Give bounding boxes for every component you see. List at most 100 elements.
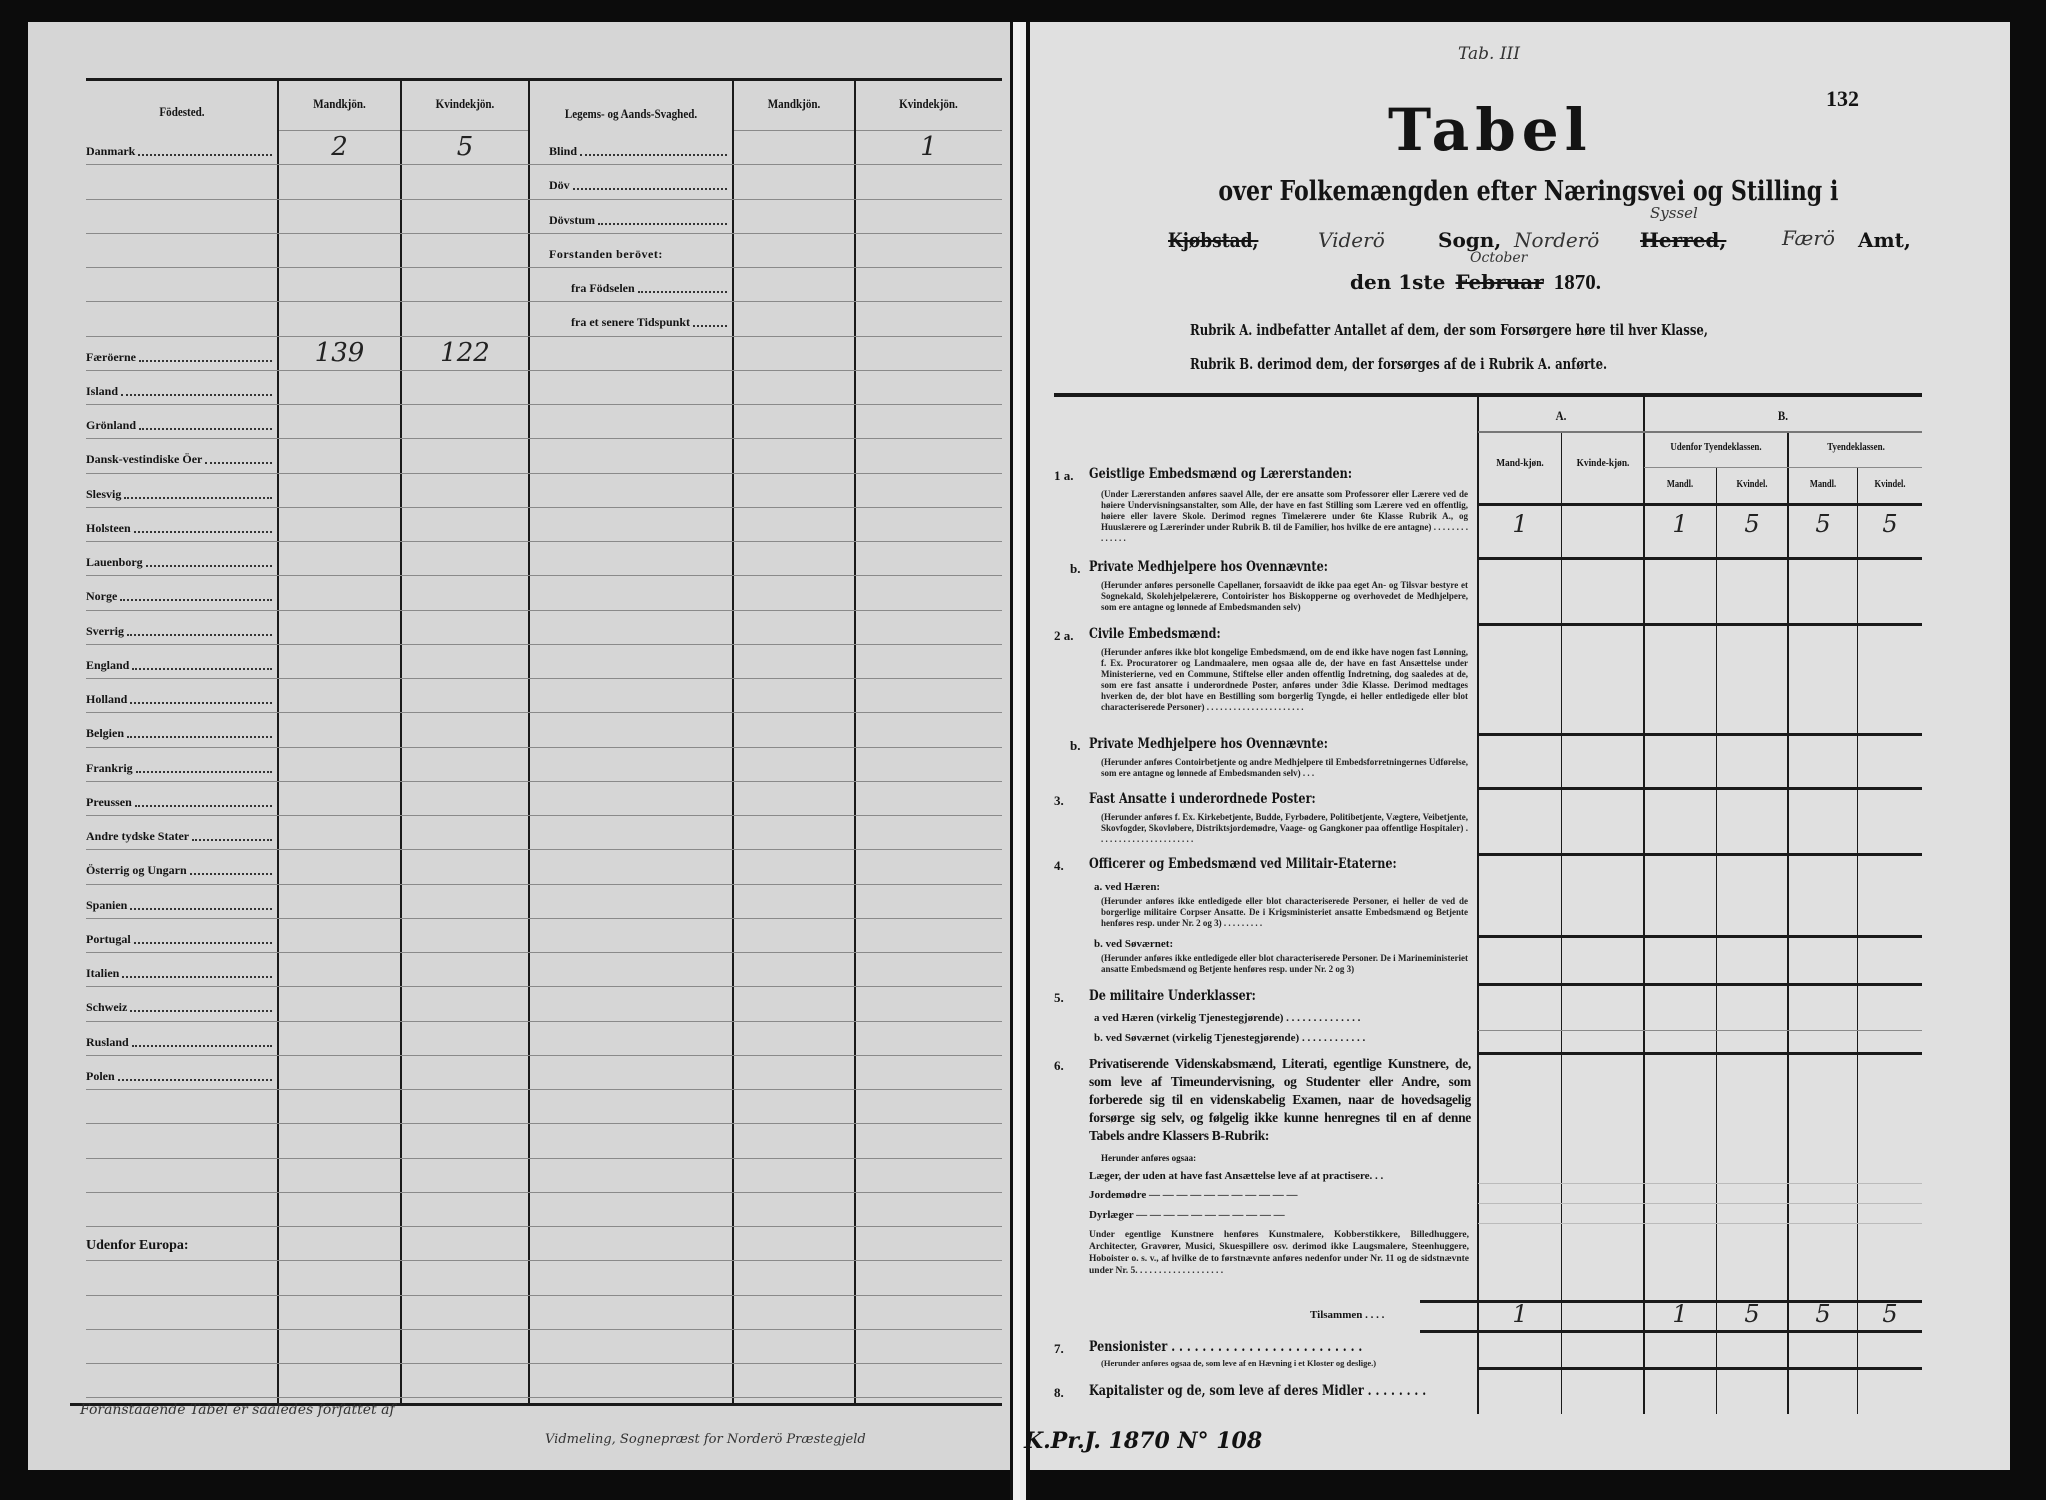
infirmity-name: Dövstum <box>549 212 596 227</box>
birthplace-label: England <box>86 658 274 673</box>
row-rule <box>86 472 1002 474</box>
female-count: 122 <box>440 337 490 368</box>
region-heading: Udenfor Europa: <box>86 1238 189 1253</box>
header-mandl: Mandl. <box>1666 479 1694 490</box>
birthplace-label: Rusland <box>86 1035 274 1050</box>
row-number: b. <box>1070 561 1081 576</box>
tab-mark: Tab. III <box>1458 44 1520 64</box>
table-bottom-rule <box>70 1403 1002 1406</box>
amt-label: Amt, <box>1858 228 1911 252</box>
page-subtitle: over Folkemængden efter Næringsvei og St… <box>1218 176 1839 207</box>
row-desc-civil-officials: (Herunder anføres ikke blot kongelige Em… <box>1101 647 1468 712</box>
birthplace-name: Norge <box>86 589 118 604</box>
book-gutter <box>1010 22 1030 1500</box>
column-divider <box>1643 396 1645 1414</box>
infirmity-heading: Forstanden berövet: <box>549 246 663 261</box>
birthplace-label: Österrig og Ungarn <box>86 863 274 878</box>
dot-leader <box>192 839 272 841</box>
birthplace-label: Andre tydske Stater <box>86 829 274 844</box>
row-rule <box>86 1157 1002 1159</box>
header-kvindel: Kvindel. <box>1874 479 1906 490</box>
kjobstad-struck: Kjøbstad, <box>1168 228 1259 252</box>
birthplace-name: Preussen <box>86 794 132 809</box>
total-label: Tilsammen . . . . <box>1310 1309 1385 1321</box>
syssel-handwritten: Syssel <box>1650 204 1698 222</box>
birthplace-label: Italien <box>86 966 274 981</box>
total-top-rule <box>1420 1300 1922 1303</box>
birthplace-name: Österrig og Ungarn <box>86 863 187 878</box>
dot-leader <box>189 873 272 876</box>
cell-value: 1 <box>1512 510 1528 538</box>
februar-struck: Februar <box>1455 270 1544 294</box>
birthplace-name: Færöerne <box>86 349 136 364</box>
row-rule <box>86 267 1002 268</box>
row-rule <box>86 164 1002 166</box>
row-rule <box>86 438 1002 440</box>
female-count: 5 <box>456 132 474 162</box>
birthplace-label: Lauenborg <box>86 555 274 570</box>
infirmity-name: Blind <box>549 144 578 158</box>
birthplace-name: Schweiz <box>86 1000 128 1015</box>
sogn-label: Sogn, <box>1438 228 1502 252</box>
cell-value: 1 <box>1672 510 1688 538</box>
row-number: 6. <box>1054 1058 1064 1073</box>
birthplace-label: Grönland <box>86 418 274 433</box>
dot-leader <box>693 325 727 328</box>
dot-leader <box>598 222 727 225</box>
birthplace-name: Slesvig <box>86 486 122 501</box>
row-rule <box>86 1363 1002 1364</box>
row-desc-pensioners: (Herunder anføres ogsaa de, som leve af … <box>1101 1358 1377 1368</box>
row-rule <box>1478 1223 1922 1224</box>
page-title: Tabel <box>1388 96 1593 164</box>
table-top-rule <box>86 78 1002 81</box>
header-female-infirm: Kvindekjön. <box>899 96 958 111</box>
row-rule <box>86 849 1002 851</box>
birthplace-name: England <box>86 657 130 672</box>
row-rule <box>86 917 1002 919</box>
dot-leader <box>572 188 727 191</box>
dot-leader <box>133 530 272 533</box>
row-rule <box>86 335 1002 337</box>
birthplace-label: Island <box>86 384 274 399</box>
row-title-subordinate-posts: Fast Ansatte i underordnede Poster: <box>1089 791 1316 807</box>
header-male: Mandkjön. <box>313 96 366 111</box>
cell-value: 5 <box>1815 510 1831 538</box>
header-b-servants: Tyendeklassen. <box>1827 442 1885 453</box>
date-line: den 1ste Februar 1870. <box>1350 270 1601 295</box>
dot-leader <box>134 804 272 807</box>
column-divider <box>1857 467 1858 1414</box>
row-rule <box>1478 557 1922 560</box>
birthplace-label: Færöerne <box>86 350 274 365</box>
header-b: B. <box>1777 408 1789 423</box>
row-title-pensioners: Pensionister . . . . . . . . . . . . . .… <box>1089 1339 1363 1355</box>
column-divider <box>1716 467 1717 1414</box>
row-rule <box>86 1054 1002 1056</box>
header-mandl: Mandl. <box>1809 479 1837 490</box>
row-rule <box>86 952 1002 953</box>
birthplace-label: Holland <box>86 692 274 707</box>
birthplace-label: Slesvig <box>86 487 274 502</box>
row-rule <box>86 609 1002 611</box>
column-divider <box>732 80 734 1404</box>
header-kvindel: Kvindel. <box>1736 479 1768 490</box>
dot-leader <box>133 941 272 944</box>
dot-leader <box>130 1010 272 1013</box>
row-title-private-assistants: Private Medhjelpere hos Ovennævnte: <box>1089 559 1328 575</box>
total-value: 1 <box>1672 1300 1688 1328</box>
row-rule <box>86 575 1002 577</box>
birthplace-label: Holsteen <box>86 521 274 536</box>
row-number: 4. <box>1054 858 1064 873</box>
row-rule <box>1478 853 1922 856</box>
row-rule <box>86 1328 1002 1330</box>
total-value: 1 <box>1512 1300 1528 1328</box>
row-rule <box>86 301 1002 303</box>
row-desc-clergy: (Under Lærerstanden anføres saavel Alle,… <box>1101 489 1468 543</box>
page-number: 132 <box>1826 86 1859 111</box>
infirmity-sub-name: fra et senere Tidspunkt <box>571 315 691 330</box>
row-rule <box>1478 787 1922 790</box>
dot-leader <box>145 565 272 567</box>
birthplace-name: Holsteen <box>86 520 131 535</box>
dot-leader <box>637 291 727 293</box>
district-name: Norderö <box>1514 228 1600 252</box>
birthplace-label: Dansk-vestindiske Öer <box>86 452 274 467</box>
